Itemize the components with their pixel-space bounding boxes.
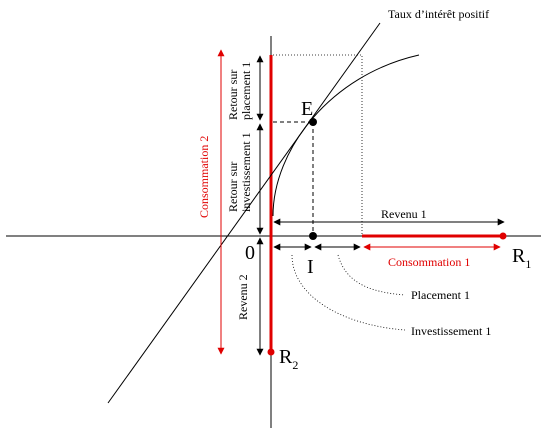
label-R1: R1 [512, 245, 531, 271]
r1-point [499, 232, 507, 240]
retour-investissement-label: Retour sur investissement 1 [226, 132, 253, 212]
investissement1-label: Investissement 1 [411, 324, 491, 338]
taux-label: Taux d’intérêt positif [388, 7, 489, 21]
revenu1-label: Revenu 1 [381, 207, 427, 221]
retour-placement-label: Retour sur placement 1 [226, 62, 253, 120]
investissement1-callout [291, 254, 406, 331]
point-E [309, 118, 317, 126]
label-E: E [301, 98, 313, 120]
point-I [309, 232, 317, 240]
placement1-label: Placement 1 [411, 288, 470, 302]
guide-dotted-rect [273, 54, 363, 236]
label-R2: R2 [279, 346, 298, 372]
consommation1-label: Consommation 1 [388, 255, 470, 269]
placement1-callout [337, 254, 406, 296]
label-I: I [307, 256, 314, 278]
taux-interet-line [107, 22, 381, 404]
r2-point [267, 348, 275, 356]
production-curve [272, 54, 420, 217]
revenu2-label: Revenu 2 [236, 274, 250, 320]
label-origin: 0 [245, 242, 255, 264]
consommation2-label: Consommation 2 [197, 136, 211, 218]
